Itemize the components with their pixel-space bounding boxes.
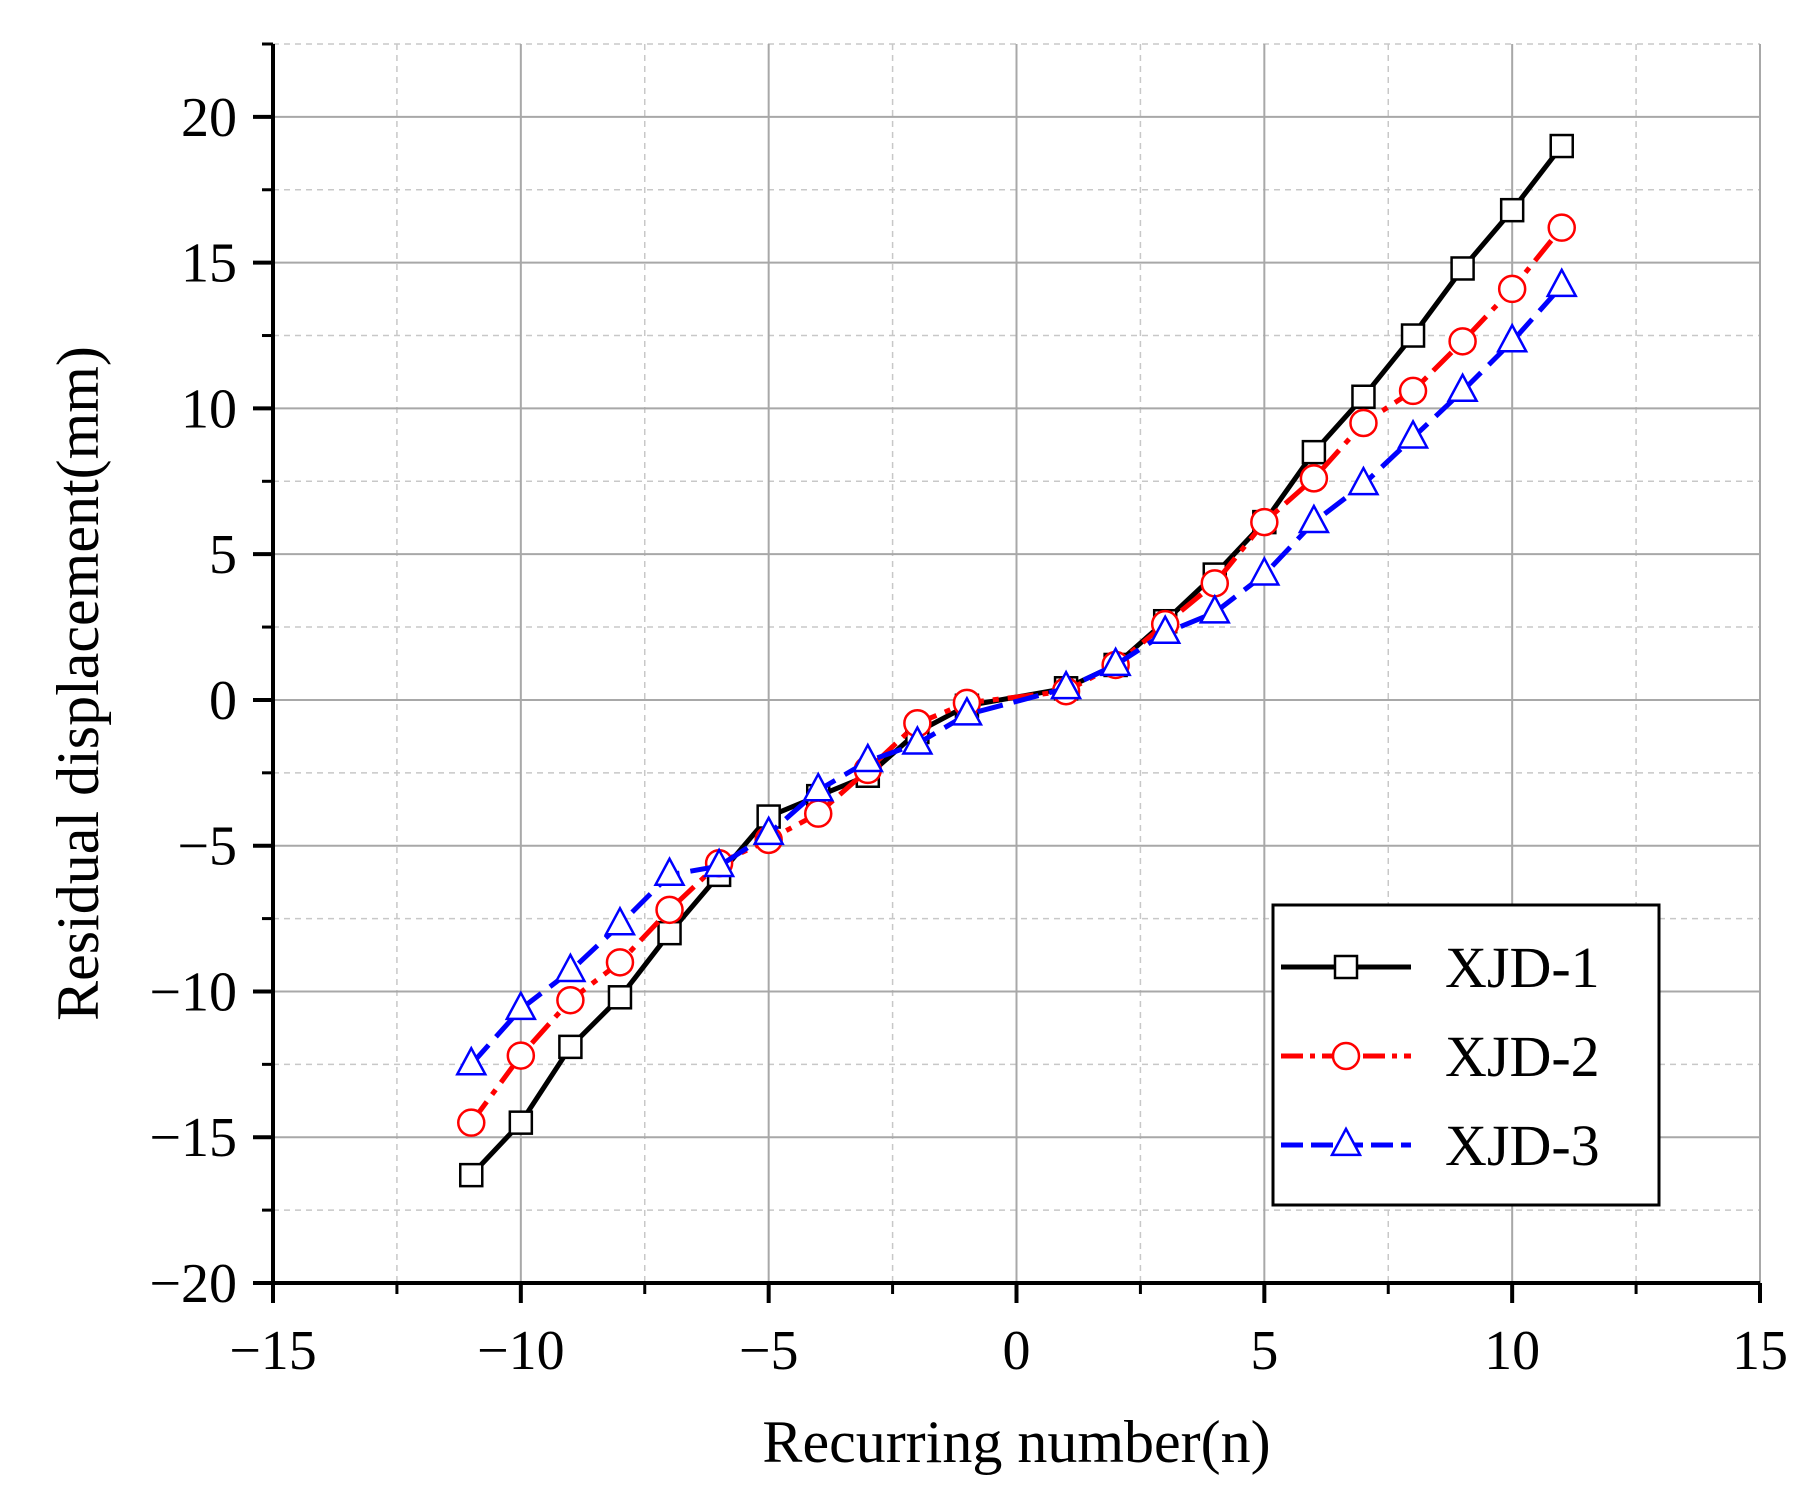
- data-point: [950, 695, 984, 726]
- data-point: [1446, 372, 1479, 403]
- data-point: [1200, 569, 1230, 598]
- data-point: [556, 985, 585, 1015]
- data-point: [1347, 465, 1380, 496]
- y-tick-label: 20: [181, 87, 237, 149]
- data-point: [1149, 614, 1182, 645]
- data-series: [455, 133, 1578, 1188]
- legend-label: XJD-2: [1445, 1024, 1600, 1089]
- data-point: [457, 1108, 486, 1137]
- y-tick-label: −5: [177, 816, 237, 878]
- data-point: [752, 815, 785, 846]
- data-point: [1099, 646, 1132, 677]
- y-tick-label: 5: [209, 524, 237, 586]
- legend-label: XJD-3: [1445, 1113, 1600, 1178]
- data-point: [1400, 323, 1426, 348]
- y-tick-label: −15: [149, 1107, 237, 1169]
- data-point: [504, 990, 537, 1021]
- data-point: [607, 985, 633, 1010]
- data-point: [1499, 197, 1525, 223]
- x-tick-label: 15: [1732, 1320, 1788, 1382]
- legend-marker: [1331, 1041, 1361, 1071]
- data-point: [1301, 439, 1327, 465]
- legend-item-xjd-1: XJD-1: [1281, 935, 1600, 1000]
- data-point: [901, 724, 934, 755]
- data-point: [1496, 322, 1529, 353]
- grid-lines: [273, 43, 1761, 1283]
- legend-item-xjd-2: XJD-2: [1281, 1024, 1600, 1089]
- legend-marker: [1333, 954, 1359, 980]
- data-point: [1497, 274, 1527, 304]
- data-point: [802, 771, 835, 802]
- y-tick-label: −20: [149, 1253, 237, 1315]
- data-point: [1049, 669, 1083, 700]
- data-point: [1545, 267, 1578, 298]
- data-point: [1198, 593, 1231, 624]
- data-point: [703, 847, 736, 878]
- series-line: [469, 226, 1564, 1125]
- x-axis-title: Recurring number(n): [762, 1409, 1270, 1475]
- legend-item-xjd-3: XJD-3: [1281, 1113, 1600, 1178]
- data-point: [1549, 133, 1574, 159]
- data-point: [657, 920, 682, 946]
- data-point: [1248, 555, 1281, 586]
- data-point: [455, 1045, 488, 1076]
- y-tick-label: −10: [149, 961, 237, 1023]
- data-point: [1299, 464, 1329, 493]
- legend-label: XJD-1: [1445, 935, 1600, 1000]
- x-tick-label: 0: [1003, 1320, 1031, 1382]
- data-point: [603, 905, 637, 936]
- data-point: [1297, 503, 1330, 534]
- data-point: [1351, 384, 1376, 410]
- y-tick-label: 15: [181, 233, 237, 295]
- y-tick-label: 10: [181, 378, 237, 440]
- series-line: [469, 284, 1564, 1067]
- x-tick-label: 5: [1250, 1320, 1278, 1382]
- y-axis-title: Residual displacement(mm): [45, 346, 111, 1021]
- data-point: [459, 1162, 484, 1188]
- data-point: [554, 952, 587, 983]
- x-tick-label: −10: [477, 1320, 565, 1382]
- data-point: [1250, 507, 1279, 537]
- x-tick-label: 10: [1484, 1320, 1540, 1382]
- x-tick-label: −15: [229, 1320, 317, 1382]
- data-point: [1349, 408, 1378, 438]
- data-point: [1398, 376, 1428, 406]
- data-point: [1547, 213, 1576, 242]
- axis-labels: Recurring number(n) Residual displacemen…: [45, 346, 1271, 1475]
- legend: XJD-1 XJD-2 XJD-3: [1271, 903, 1661, 1207]
- data-point: [558, 1034, 583, 1060]
- x-tick-label: −5: [739, 1320, 799, 1382]
- series-xjd-3: [455, 267, 1578, 1076]
- data-point: [605, 948, 635, 977]
- legend-marker: [1329, 1126, 1363, 1157]
- data-point: [655, 895, 684, 925]
- data-point: [653, 856, 686, 886]
- data-point: [851, 742, 884, 773]
- y-tick-label: 0: [209, 670, 237, 732]
- data-point: [1448, 327, 1477, 356]
- data-point: [508, 1110, 534, 1135]
- data-point: [1396, 418, 1430, 449]
- data-point: [506, 1041, 536, 1070]
- data-point: [803, 799, 833, 828]
- data-point: [1450, 256, 1475, 281]
